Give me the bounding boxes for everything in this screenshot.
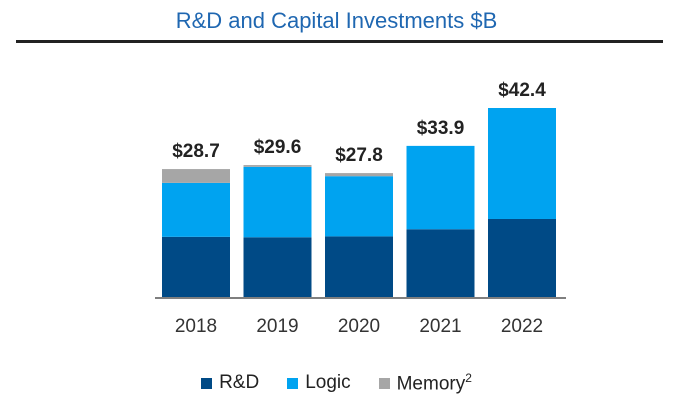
bar-segment-memory-2020 xyxy=(325,173,393,177)
x-tick-label-2022: 2022 xyxy=(501,316,543,337)
legend-swatch-rd xyxy=(201,377,213,389)
legend-swatch-logic xyxy=(287,377,299,389)
x-tick-label-2018: 2018 xyxy=(175,316,217,337)
bar-segment-rd-2020 xyxy=(325,236,393,297)
memory-footnote: 2 xyxy=(465,371,472,385)
bar-segment-rd-2018 xyxy=(162,236,230,297)
bar-segment-memory-2018 xyxy=(162,169,230,183)
x-tick-label-2020: 2020 xyxy=(338,316,380,337)
title-rule xyxy=(16,40,663,43)
total-label-2018: $28.7 xyxy=(172,141,220,162)
bar-segment-logic-2022 xyxy=(488,108,556,219)
legend-label-rd: R&D xyxy=(219,372,260,394)
x-tick-label-2021: 2021 xyxy=(419,316,461,337)
bar-segment-rd-2021 xyxy=(406,229,475,297)
legend-item-rd: R&D xyxy=(201,371,259,395)
total-label-2019: $29.6 xyxy=(254,137,302,158)
bar-segment-logic-2020 xyxy=(325,176,393,237)
chart-legend: R&D Logic Memory2 xyxy=(0,371,673,395)
bar-segment-logic-2021 xyxy=(406,145,475,230)
legend-swatch-memory xyxy=(378,377,390,389)
legend-item-logic: Logic xyxy=(287,371,351,395)
legend-label-logic: Logic xyxy=(305,372,351,394)
chart-title: R&D and Capital Investments $B xyxy=(175,8,498,33)
bar-segment-memory-2019 xyxy=(243,165,312,167)
bar-segment-logic-2019 xyxy=(243,166,312,238)
bar-segment-rd-2022 xyxy=(488,218,556,297)
x-tick-label-2019: 2019 xyxy=(256,316,298,337)
bar-segment-logic-2018 xyxy=(162,182,230,237)
total-label-2021: $33.9 xyxy=(417,118,465,139)
legend-label-memory: Memory2 xyxy=(396,371,472,395)
total-label-2020: $27.8 xyxy=(335,145,383,166)
total-label-2022: $42.4 xyxy=(498,80,546,101)
legend-item-memory: Memory2 xyxy=(378,371,472,395)
bar-segment-rd-2019 xyxy=(243,237,312,297)
